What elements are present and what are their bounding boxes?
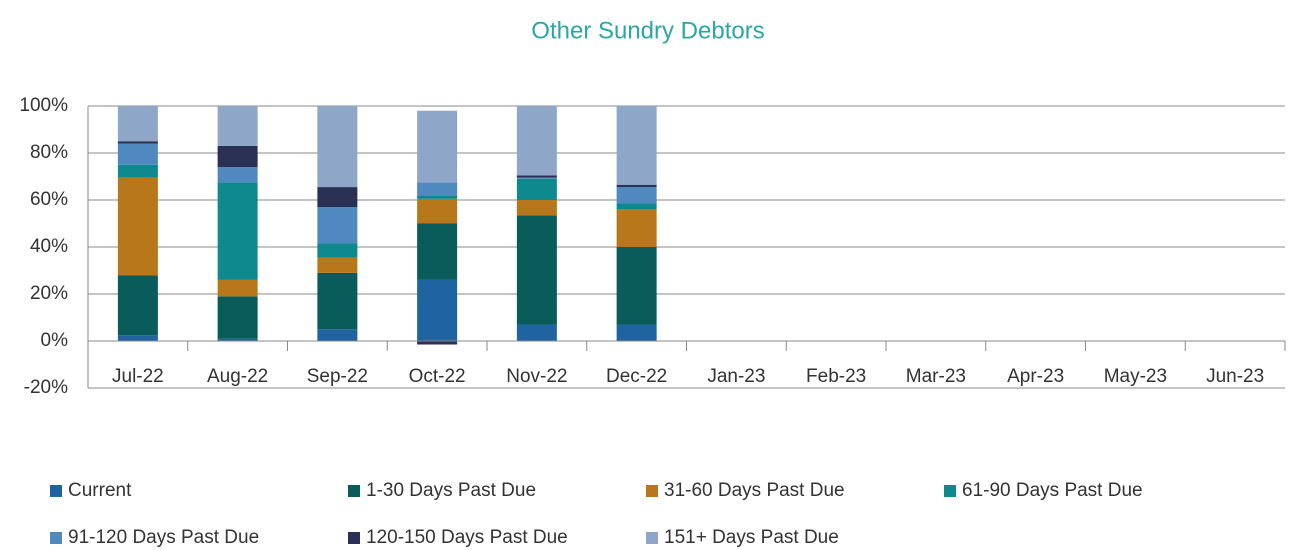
bar-segment: [117, 143, 158, 165]
y-tick-label: -20%: [24, 377, 68, 398]
bar-segment: [317, 207, 358, 244]
bar-segment: [516, 177, 557, 179]
bar-segment: [217, 338, 258, 341]
bar-segment: [117, 177, 158, 276]
legend-swatch: [348, 532, 360, 544]
bar-segment: [117, 275, 158, 336]
legend-label: 120-150 Days Past Due: [366, 527, 568, 548]
x-tick-label: Mar-23: [906, 366, 966, 387]
bar-segment: [217, 167, 258, 183]
bar-segment: [616, 106, 657, 185]
bar-segment: [417, 279, 458, 341]
legend-label: 1-30 Days Past Due: [366, 480, 536, 501]
x-tick-label: Feb-23: [806, 366, 866, 387]
legend-swatch: [50, 485, 62, 497]
y-tick-label: 20%: [30, 283, 68, 304]
bar-segment: [516, 200, 557, 216]
bar-segment: [616, 324, 657, 341]
bar-segment: [217, 182, 258, 280]
y-tick-label: 60%: [30, 189, 68, 210]
bar-segment: [317, 187, 358, 208]
bar-segment: [217, 106, 258, 146]
x-tick-label: Sep-22: [307, 366, 368, 387]
legend-swatch: [50, 532, 62, 544]
y-tick-label: 40%: [30, 236, 68, 257]
y-tick-label: 80%: [30, 142, 68, 163]
bar-segment: [516, 106, 557, 176]
x-tick-label: Jul-22: [112, 366, 164, 387]
bar-segment: [417, 195, 458, 199]
bar-segment: [317, 272, 358, 330]
bar-segment: [117, 335, 158, 341]
y-tick-label: 100%: [19, 95, 68, 116]
bar-segment: [616, 209, 657, 247]
x-tick-label: Aug-22: [207, 366, 268, 387]
bar-segment: [217, 279, 258, 297]
bar-segment: [317, 106, 358, 188]
x-tick-label: Oct-22: [409, 366, 466, 387]
bar-segment: [616, 184, 657, 188]
bar-segment: [317, 243, 358, 258]
bar-segment: [417, 198, 458, 224]
bar-segment: [117, 164, 158, 178]
legend-label: 151+ Days Past Due: [664, 527, 839, 548]
bar-segment: [317, 329, 358, 341]
x-tick-label: Jun-23: [1206, 366, 1264, 387]
bar-segment: [117, 141, 158, 144]
bar-segment: [417, 341, 458, 345]
x-tick-label: Apr-23: [1007, 366, 1064, 387]
bar-segment: [317, 257, 358, 273]
bar-segment: [516, 215, 557, 325]
bar-segment: [417, 110, 458, 183]
bar-segment: [117, 106, 158, 142]
bar-segment: [616, 187, 657, 204]
bar-segment: [616, 203, 657, 210]
bar-segment: [417, 223, 458, 280]
bar-segment: [516, 324, 557, 341]
x-tick-label: Nov-22: [506, 366, 567, 387]
legend-label: Current: [68, 480, 132, 501]
bar-segment: [516, 175, 557, 178]
legend-label: 31-60 Days Past Due: [664, 480, 845, 501]
y-tick-label: 0%: [41, 330, 69, 351]
x-tick-label: Jan-23: [707, 366, 765, 387]
bar-segment: [417, 182, 458, 196]
legend-swatch: [348, 485, 360, 497]
bar-segment: [217, 296, 258, 339]
bar-segment: [217, 145, 258, 168]
bar-segment: [616, 247, 657, 325]
legend-swatch: [646, 532, 658, 544]
chart-title: Other Sundry Debtors: [531, 17, 764, 44]
legend-swatch: [646, 485, 658, 497]
bar-segment: [516, 178, 557, 200]
legend-label: 91-120 Days Past Due: [68, 527, 259, 548]
x-tick-label: May-23: [1104, 366, 1167, 387]
x-tick-label: Dec-22: [606, 366, 667, 387]
legend-swatch: [944, 485, 956, 497]
legend-label: 61-90 Days Past Due: [962, 480, 1143, 501]
